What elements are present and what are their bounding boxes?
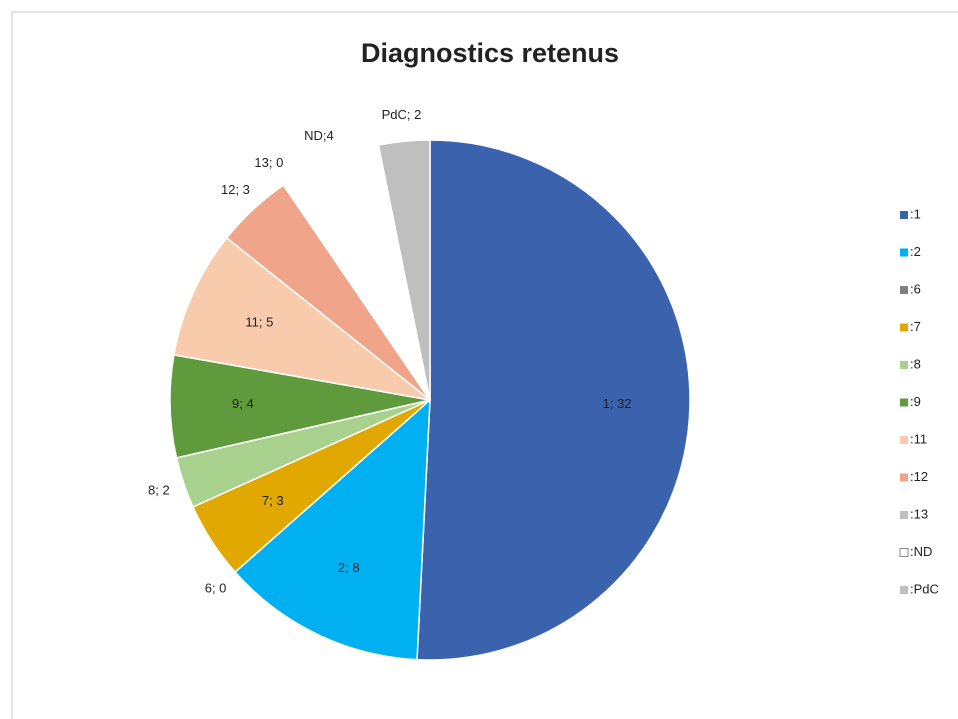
- pie-slice: [233, 398, 431, 661]
- data-label: 13; 0: [254, 155, 283, 170]
- data-label: 9; 4: [232, 396, 254, 411]
- legend-swatch: [900, 473, 908, 482]
- data-label: ND;4: [304, 128, 334, 143]
- legend-swatch: [900, 586, 908, 594]
- legend-swatch: [900, 511, 908, 519]
- legend-swatch: [900, 398, 908, 407]
- legend-swatch: [900, 248, 908, 257]
- data-label: 12; 3: [221, 182, 250, 197]
- chart-title: Diagnostics retenus: [361, 38, 619, 68]
- legend-label: :1: [910, 206, 921, 221]
- data-label: 8; 2: [148, 483, 170, 498]
- data-label: 11; 5: [245, 314, 273, 329]
- legend-swatch: [900, 323, 908, 332]
- legend-label: :6: [910, 281, 921, 296]
- legend-label: :11: [910, 431, 927, 446]
- legend-swatch: [900, 211, 908, 219]
- legend-label: :13: [910, 506, 928, 521]
- pie-slice: [416, 139, 691, 661]
- legend-label: :2: [910, 244, 921, 259]
- pie-slice: [377, 139, 431, 401]
- legend-swatch: [900, 361, 908, 369]
- data-label: PdC; 2: [382, 107, 422, 122]
- legend-swatch: [899, 548, 909, 557]
- data-label: 2; 8: [338, 560, 360, 575]
- legend-swatch: [900, 286, 908, 294]
- legend-label: :PdC: [910, 581, 939, 596]
- legend-label: :12: [910, 469, 928, 484]
- legend-label: :7: [910, 319, 921, 334]
- legend-label: :8: [910, 356, 921, 371]
- pie-slice: [173, 236, 431, 401]
- data-label: 1; 32: [603, 396, 632, 411]
- legend-label: :ND: [910, 544, 932, 559]
- legend-label: :9: [910, 394, 921, 409]
- legend-swatch: [900, 436, 908, 444]
- data-label: 6; 0: [205, 581, 227, 596]
- data-label: 7; 3: [262, 493, 284, 508]
